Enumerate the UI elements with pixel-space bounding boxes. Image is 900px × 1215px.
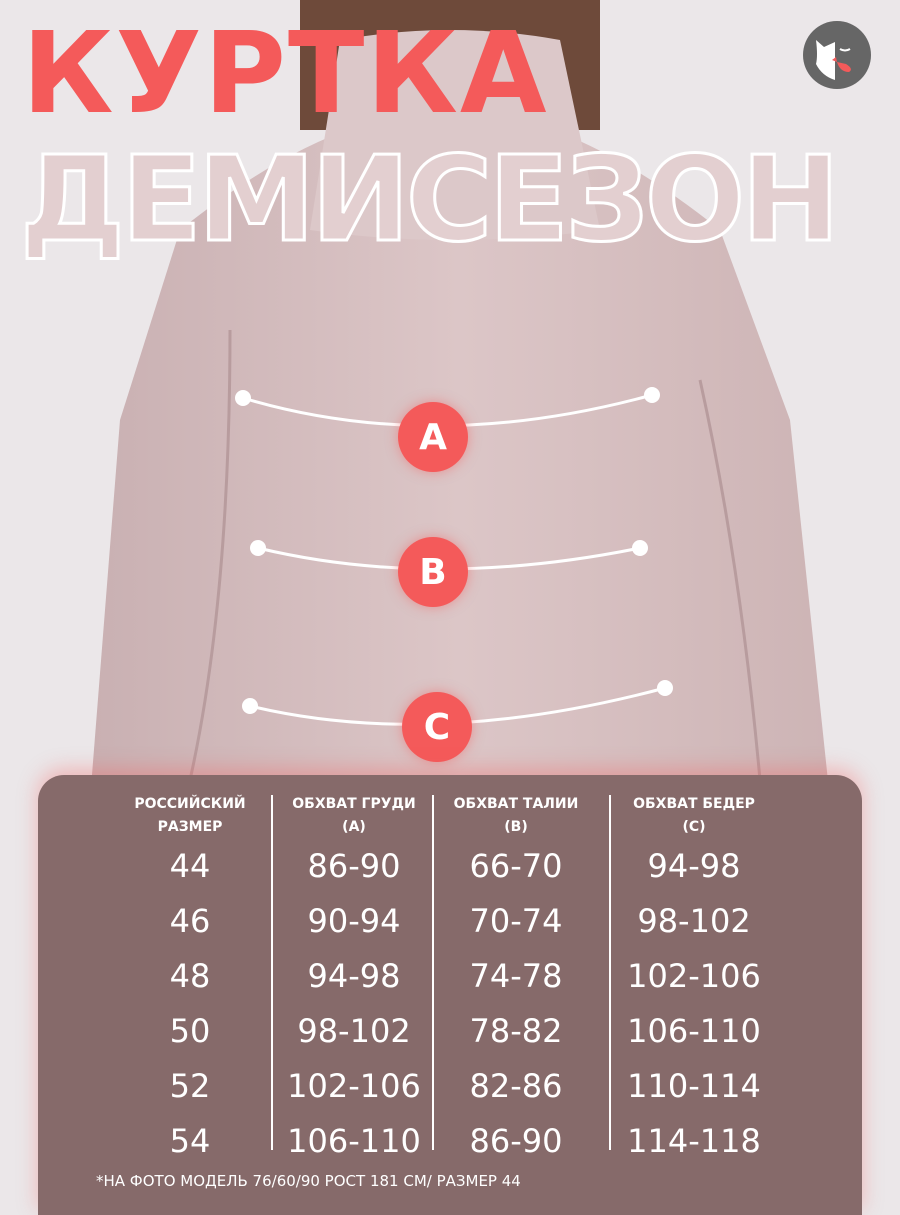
column-divider xyxy=(271,795,273,1150)
table-cell: 94-98 xyxy=(307,957,401,995)
cat-face-logo xyxy=(803,21,871,89)
table-cell: 98-102 xyxy=(637,902,751,940)
table-cell: 110-114 xyxy=(627,1067,761,1105)
table-cell: 98-102 xyxy=(297,1012,411,1050)
table-cell: 48 xyxy=(169,957,211,995)
marker-c: C xyxy=(402,692,472,762)
column-chest: ОБХВАТ ГРУДИ (А) 86-90 90-94 94-98 98-102… xyxy=(274,793,434,1169)
table-cell: 52 xyxy=(169,1067,211,1105)
table-cell: 78-82 xyxy=(469,1012,563,1050)
table-cell: 70-74 xyxy=(469,902,563,940)
table-cell: 46 xyxy=(169,902,211,940)
table-cell: 102-106 xyxy=(287,1067,421,1105)
model-note: *НА ФОТО МОДЕЛЬ 76/60/90 РОСТ 181 СМ/ РА… xyxy=(96,1172,521,1190)
table-cell: 86-90 xyxy=(469,1122,563,1160)
size-table: РОССИЙСКИЙ РАЗМЕР 44 46 48 50 52 54 ОБХВА… xyxy=(38,775,862,1215)
table-cell: 66-70 xyxy=(469,847,563,885)
table-cell: 86-90 xyxy=(307,847,401,885)
table-cell: 106-110 xyxy=(287,1122,421,1160)
table-cell: 90-94 xyxy=(307,902,401,940)
marker-b: B xyxy=(398,537,468,607)
column-header: ОБХВАТ ТАЛИИ (В) xyxy=(453,796,579,835)
table-cell: 114-118 xyxy=(627,1122,761,1160)
column-header: РОССИЙСКИЙ РАЗМЕР xyxy=(134,796,246,835)
title: КУРТКА xyxy=(22,9,549,139)
column-divider xyxy=(432,795,434,1150)
table-cell: 50 xyxy=(169,1012,211,1050)
column-hips: ОБХВАТ БЕДЕР (С) 94-98 98-102 102-106 106… xyxy=(614,793,774,1169)
table-cell: 106-110 xyxy=(627,1012,761,1050)
table-cell: 54 xyxy=(169,1122,211,1160)
column-size: РОССИЙСКИЙ РАЗМЕР 44 46 48 50 52 54 xyxy=(110,793,270,1169)
table-cell: 102-106 xyxy=(627,957,761,995)
marker-a: A xyxy=(398,402,468,472)
table-cell: 44 xyxy=(169,847,211,885)
subtitle: ДЕМИСЕЗОН xyxy=(19,130,842,268)
column-header: ОБХВАТ ГРУДИ (А) xyxy=(292,796,416,835)
table-cell: 82-86 xyxy=(469,1067,563,1105)
table-cell: 94-98 xyxy=(647,847,741,885)
column-divider xyxy=(609,795,611,1150)
column-waist: ОБХВАТ ТАЛИИ (В) 66-70 70-74 74-78 78-82 … xyxy=(436,793,596,1169)
table-cell: 74-78 xyxy=(469,957,563,995)
column-header: ОБХВАТ БЕДЕР (С) xyxy=(633,796,755,835)
